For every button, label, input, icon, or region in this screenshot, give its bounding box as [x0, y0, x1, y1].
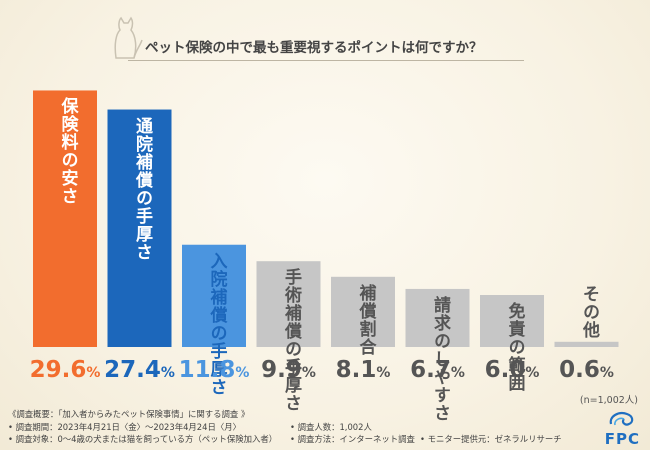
bar-category-label: 補償割合	[355, 283, 376, 356]
bar-value-label: 6.7%	[410, 357, 465, 383]
bar-value-label: 0.6%	[559, 357, 614, 383]
logo-text: FPC	[604, 430, 640, 448]
title-underline	[128, 60, 524, 61]
survey-overview: 《調査概要：「加入者からみたペット保険事情」に関する調査 》	[8, 409, 250, 419]
survey-period: • 調査期間：2023年4月21日〈金〉～2023年4月24日〈月〉	[8, 421, 241, 432]
survey-provider: • モニター提供元：ゼネラルリサーチ	[420, 434, 562, 444]
bar-5	[331, 276, 395, 347]
bar-6	[405, 288, 470, 347]
fpc-logo: FPC	[605, 410, 640, 448]
bar-category-label: 通院補償の手厚さ	[132, 116, 152, 261]
bar-value-label: 8.1%	[335, 357, 391, 383]
survey-count: • 調査人数：1,002人	[290, 421, 372, 432]
bar-3	[182, 244, 246, 347]
pet-silhouette-icon	[114, 16, 143, 59]
chart-title: ペット保険の中で最も重要視するポイントは何ですか？	[145, 40, 483, 56]
sample-size-note: (n=1,002人)	[579, 395, 638, 406]
bar-category-label: 入院補償の手厚さ	[206, 251, 227, 396]
bar-value-label: 6.0%	[484, 357, 540, 383]
logo-swirl-icon	[610, 412, 634, 426]
bar-value-label: 9.9%	[261, 357, 316, 383]
bar-value-label: 27.4%	[104, 357, 175, 383]
bar-7	[480, 295, 544, 347]
survey-method: • 調査方法：インターネット調査	[290, 434, 415, 444]
bar-value-label: 11.8%	[178, 357, 250, 383]
bar-category-label: 保険料の安さ	[57, 97, 78, 206]
bar-chart	[33, 90, 619, 348]
bar-category-label: 手術補償の手厚さ	[281, 268, 301, 413]
bar-8	[554, 341, 619, 347]
bar-4	[256, 261, 321, 347]
survey-target: • 調査対象：0～4歳の犬または猫を飼っている方（ペット保険加入者）	[8, 434, 278, 444]
survey-footer: 《調査概要：「加入者からみたペット保険事情」に関する調査 》 • 調査期間：20…	[8, 408, 562, 446]
bar-category-label: その他	[579, 285, 599, 339]
bar-category-label: 免責の範囲	[504, 302, 525, 392]
bar-1	[33, 90, 97, 347]
bar-value-label: 29.6%	[29, 357, 101, 383]
bar-category-label: 請求のしやすさ	[430, 295, 450, 422]
bar-2	[107, 109, 172, 348]
